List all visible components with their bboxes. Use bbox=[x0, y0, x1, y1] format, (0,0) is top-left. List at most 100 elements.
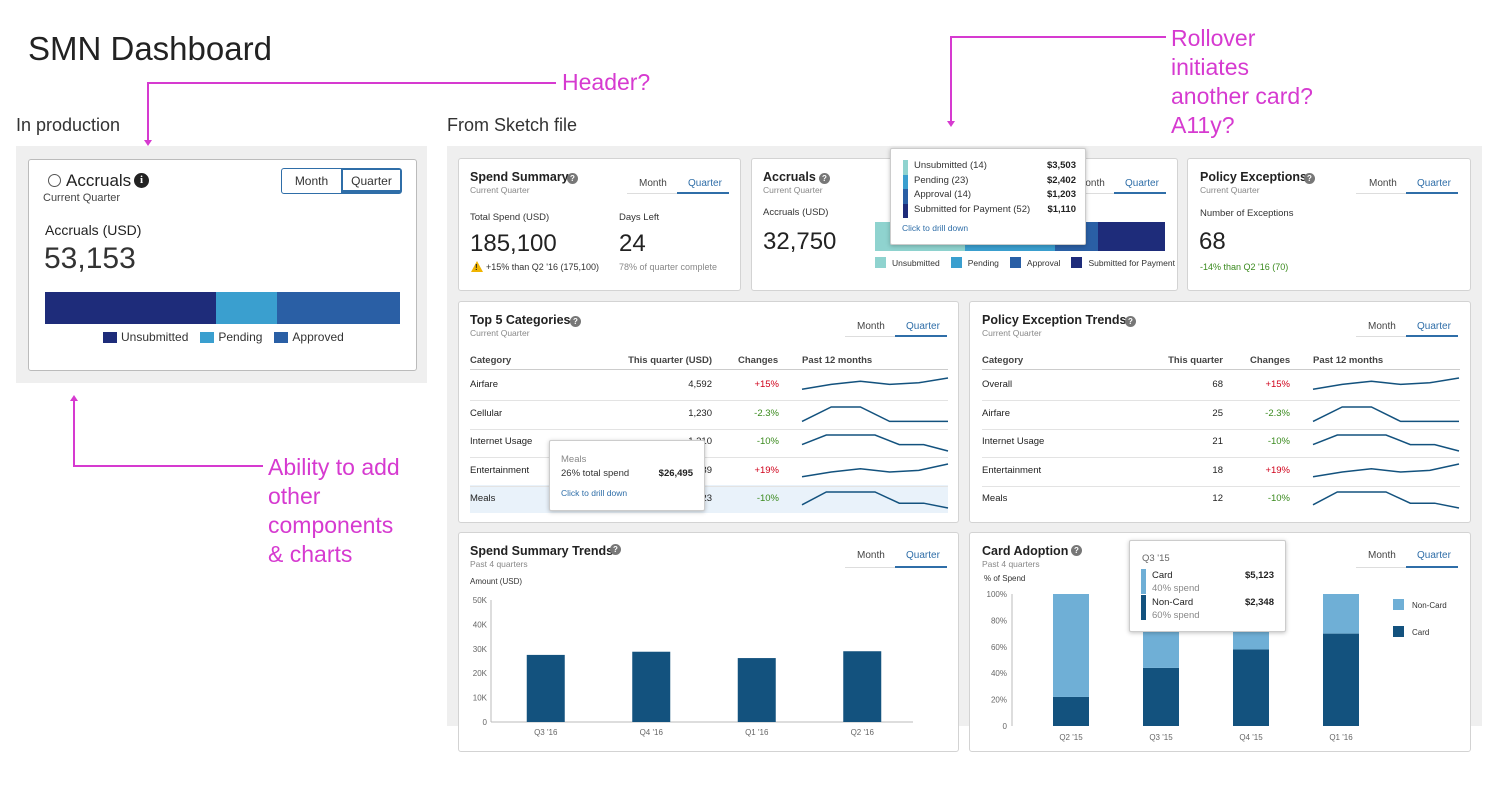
tooltip-row: Submitted for Payment (52) $1,110 bbox=[914, 204, 1076, 219]
card-subtitle: Current Quarter bbox=[763, 185, 823, 195]
legend-label: Unsubmitted bbox=[121, 330, 189, 344]
info-icon[interactable]: i bbox=[134, 173, 149, 188]
legend-swatch bbox=[1393, 599, 1404, 610]
sparkline-line bbox=[801, 405, 948, 422]
row-divider bbox=[470, 457, 948, 458]
legend-item: Pending bbox=[200, 330, 262, 344]
legend-label: Submitted for Payment bbox=[1088, 257, 1175, 268]
header-divider bbox=[982, 369, 1460, 370]
prod-metric-value: 53,153 bbox=[44, 242, 136, 275]
table-row[interactable]: Entertainment 18 +19% bbox=[970, 458, 1470, 487]
x-tick-label: Q4 '15 bbox=[1239, 733, 1263, 742]
tab-month[interactable]: Month bbox=[1368, 550, 1396, 561]
tab-month[interactable]: Month bbox=[857, 550, 885, 561]
drill-down-link[interactable]: Click to drill down bbox=[561, 488, 628, 498]
tooltip-row-value: $2,348 bbox=[1244, 597, 1274, 608]
note-ability: Ability to add other components & charts bbox=[268, 453, 400, 569]
cell-value: 25 bbox=[1212, 407, 1223, 419]
table-row[interactable]: Meals523-10% bbox=[459, 486, 959, 514]
bar[interactable] bbox=[526, 654, 565, 722]
card-adoption-chart: 0 20% 40% 60% 80% 100% Q2 '15 Q3 '15 Q4 '15 Q1 '1… bbox=[987, 590, 1447, 742]
days-left-label: Days Left bbox=[619, 212, 660, 223]
bar-segment-approved[interactable] bbox=[276, 292, 400, 324]
tab-month[interactable]: Month bbox=[1368, 321, 1396, 332]
card-adoption-tooltip: Q3 '15 Card 40% spend $5,123 Non-Card 60… bbox=[1129, 540, 1286, 632]
y-axis-label: Amount (USD) bbox=[470, 577, 523, 586]
table-row[interactable]: Airfare 25 -2.3% bbox=[970, 401, 1470, 430]
cell-category: Meals bbox=[470, 493, 496, 504]
tab-quarter[interactable]: Quarter bbox=[906, 321, 940, 332]
total-spend-value: 185,100 bbox=[470, 230, 557, 257]
table-row[interactable]: Internet Usage1,210-10% bbox=[459, 429, 959, 458]
bar-card[interactable] bbox=[1323, 633, 1359, 726]
bar-non-card[interactable] bbox=[1323, 594, 1359, 634]
sparkline-line bbox=[1312, 405, 1459, 422]
note-ability-line: & charts bbox=[268, 541, 353, 567]
note-header: Header? bbox=[562, 69, 651, 95]
bar[interactable] bbox=[843, 651, 882, 722]
tab-month[interactable]: Month bbox=[1077, 178, 1105, 189]
y-tick-label: 10K bbox=[473, 694, 488, 703]
tab-quarter[interactable]: Quarter bbox=[1417, 550, 1451, 561]
cell-category: Entertainment bbox=[470, 464, 530, 476]
bar-card[interactable] bbox=[1143, 667, 1179, 726]
tab-quarter[interactable]: Quarter bbox=[906, 550, 940, 561]
bar-segment-pending[interactable] bbox=[216, 292, 277, 324]
legend-item: Unsubmitted bbox=[103, 330, 188, 344]
help-icon[interactable]: ? bbox=[610, 544, 621, 555]
x-tick-label: Q2 '16 bbox=[851, 728, 875, 737]
x-tick-label: Q1 '16 bbox=[745, 728, 769, 737]
radio-icon[interactable] bbox=[48, 174, 61, 187]
tab-quarter[interactable]: Quarter bbox=[1417, 178, 1451, 189]
y-tick-label: 80% bbox=[991, 616, 1007, 625]
bar-card[interactable] bbox=[1053, 696, 1089, 726]
note-ability-line: components bbox=[268, 512, 394, 538]
help-icon[interactable]: ? bbox=[1125, 316, 1136, 327]
tab-quarter[interactable]: Quarter bbox=[688, 178, 722, 189]
tab-quarter[interactable]: Quarter bbox=[1125, 178, 1159, 189]
legend-swatch bbox=[200, 331, 215, 343]
bar[interactable] bbox=[632, 651, 671, 722]
sparkline-line bbox=[1312, 434, 1460, 452]
card-subtitle: Current Quarter bbox=[982, 328, 1042, 338]
row-divider bbox=[470, 485, 948, 487]
help-icon[interactable]: ? bbox=[1071, 545, 1082, 556]
tab-month[interactable]: Month bbox=[639, 178, 667, 189]
note-header-line-v bbox=[147, 82, 149, 144]
help-icon[interactable]: ? bbox=[567, 173, 578, 184]
table-row[interactable]: Internet Usage 21 -10% bbox=[970, 429, 1470, 458]
spend-trends-chart: 0 10K 20K 30K 40K 50K Q3 '16 Q4 '16 Q1 '16 Q2 '16 bbox=[473, 596, 913, 737]
cell-category: Cellular bbox=[470, 407, 503, 419]
table-row[interactable]: Cellular 1,230 -2.3% bbox=[459, 401, 959, 430]
card-subtitle: Past 4 quarters bbox=[982, 559, 1040, 569]
tab-quarter[interactable]: Quarter bbox=[1417, 321, 1451, 332]
prod-toggle: Month Quarter bbox=[281, 168, 402, 194]
table-row[interactable]: Airfare 4,592 +15% bbox=[459, 372, 959, 401]
table-row[interactable]: Entertainment789+19% bbox=[459, 458, 959, 487]
bar-card[interactable] bbox=[1233, 649, 1269, 726]
bar-non-card[interactable] bbox=[1053, 594, 1089, 697]
bar-segment-unsubmitted[interactable] bbox=[45, 292, 217, 324]
sparkline-line bbox=[801, 462, 949, 478]
cell-change: -10% bbox=[756, 436, 779, 447]
header-divider bbox=[470, 369, 948, 370]
table-row[interactable]: Meals 12 -10% bbox=[970, 486, 1470, 514]
help-icon[interactable]: ? bbox=[570, 316, 581, 327]
bar-segment-submitted[interactable] bbox=[1098, 222, 1165, 251]
prod-quarter-button[interactable]: Quarter bbox=[342, 169, 401, 193]
note-header-line bbox=[148, 82, 556, 84]
bar[interactable] bbox=[737, 658, 776, 722]
note-ability-line-h bbox=[73, 465, 263, 467]
sparkline bbox=[801, 491, 949, 509]
note-ability-line: Ability to add bbox=[268, 454, 400, 480]
prod-month-button[interactable]: Month bbox=[282, 169, 342, 193]
prod-accruals-card: Accruals i Current Quarter Month Quarter… bbox=[28, 159, 417, 371]
tab-month[interactable]: Month bbox=[857, 321, 885, 332]
cell-value: 68 bbox=[1212, 379, 1223, 390]
table-row[interactable]: Overall 68 +15% bbox=[970, 372, 1470, 401]
drill-down-link[interactable]: Click to drill down bbox=[902, 223, 969, 233]
help-icon[interactable]: ? bbox=[819, 173, 830, 184]
tab-month[interactable]: Month bbox=[1369, 178, 1397, 189]
exceptions-label: Number of Exceptions bbox=[1200, 208, 1294, 219]
help-icon[interactable]: ? bbox=[1304, 173, 1315, 184]
